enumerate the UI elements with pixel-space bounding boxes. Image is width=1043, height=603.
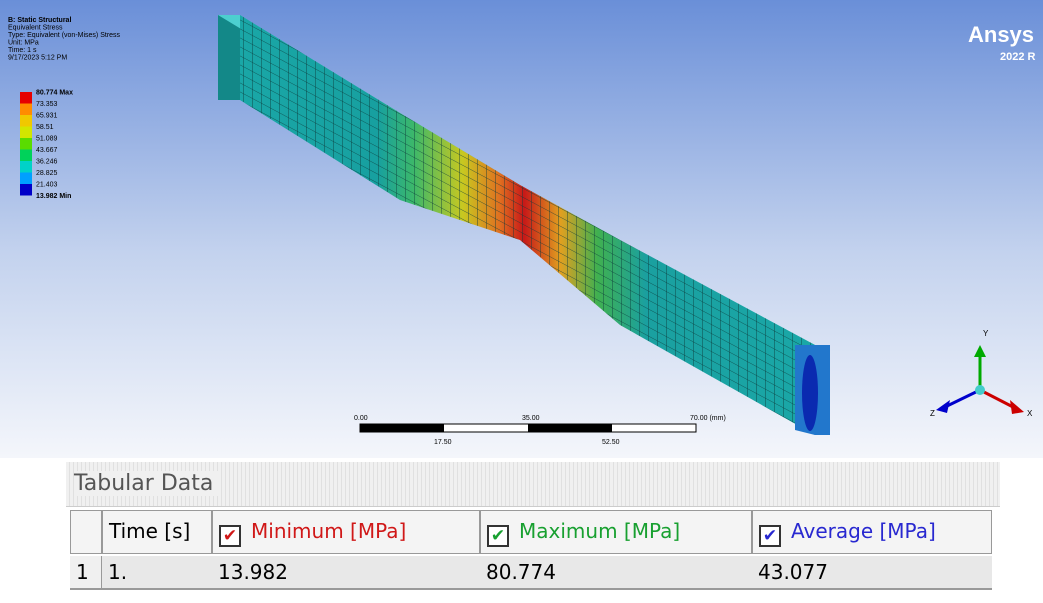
legend-label: 43.667	[36, 147, 58, 154]
column-title: Time [s]	[109, 519, 190, 543]
table-cell: 1.	[102, 556, 212, 590]
table-cell: 80.774	[480, 556, 752, 590]
legend-swatch	[20, 127, 32, 139]
legend-label: 28.825	[36, 170, 58, 177]
legend-label: 65.931	[36, 113, 58, 120]
scale-label: 17.50	[434, 439, 452, 446]
panel-title-bar: Tabular Data	[66, 462, 1000, 507]
legend-swatch	[20, 115, 32, 127]
column-title: Maximum [MPa]	[519, 519, 680, 543]
column-header: ✔ Average [MPa]	[752, 510, 992, 554]
column-checkbox[interactable]: ✔	[219, 525, 241, 547]
legend-swatch	[20, 184, 32, 196]
table-cell: 13.982	[212, 556, 480, 590]
legend-label: 13.982 Min	[36, 193, 71, 200]
legend-swatch	[20, 138, 32, 150]
legend-swatch	[20, 173, 32, 185]
column-checkbox[interactable]: ✔	[487, 525, 509, 547]
legend-label: 36.246	[36, 159, 58, 166]
column-header: ✔ Minimum [MPa]	[212, 510, 480, 554]
column-checkbox[interactable]: ✔	[759, 525, 781, 547]
column-title: Average [MPa]	[791, 519, 936, 543]
header-line: B: Static Structural	[8, 17, 71, 24]
scale-bar	[360, 424, 696, 432]
row-index: 1	[70, 556, 102, 590]
page: B: Static StructuralEquivalent StressTyp…	[0, 0, 1043, 603]
column-title: Minimum [MPa]	[251, 519, 406, 543]
brand-version: 2022 R	[1000, 51, 1036, 63]
triad-y: Y	[983, 329, 989, 338]
panel-title: Tabular Data	[74, 471, 221, 496]
brand-name: Ansys	[968, 22, 1034, 47]
header-line: Time: 1 s	[8, 47, 37, 54]
legend-swatch	[20, 150, 32, 162]
legend-swatch	[20, 161, 32, 173]
header-cell	[70, 510, 102, 554]
header-line: Equivalent Stress	[8, 25, 63, 32]
legend-label: 73.353	[36, 101, 58, 108]
legend-label: 58.51	[36, 124, 54, 131]
column-header: Time [s]	[102, 510, 212, 554]
header-line: 9/17/2023 5:12 PM	[8, 55, 67, 62]
header-line: Unit: MPa	[8, 40, 39, 47]
column-header: ✔ Maximum [MPa]	[480, 510, 752, 554]
legend-label: 51.089	[36, 136, 58, 143]
tabular-data-panel: Tabular Data Time [s] ✔ Minimum [MPa] ✔ Maxi…	[66, 462, 1000, 590]
legend-label: 21.403	[36, 182, 58, 189]
header-line: Type: Equivalent (von-Mises) Stress	[8, 32, 121, 39]
scale-label: 0.00	[354, 415, 368, 422]
legend-swatch	[20, 92, 32, 104]
scale-label: 35.00	[522, 415, 540, 422]
legend-label: 80.774 Max	[36, 90, 73, 97]
table-cell: 43.077	[752, 556, 992, 590]
triad-z: Z	[930, 409, 935, 418]
scale-label: 70.00 (mm)	[690, 415, 726, 422]
legend-swatch	[20, 104, 32, 116]
scale-label: 52.50	[602, 439, 620, 446]
triad-x: X	[1027, 409, 1033, 418]
